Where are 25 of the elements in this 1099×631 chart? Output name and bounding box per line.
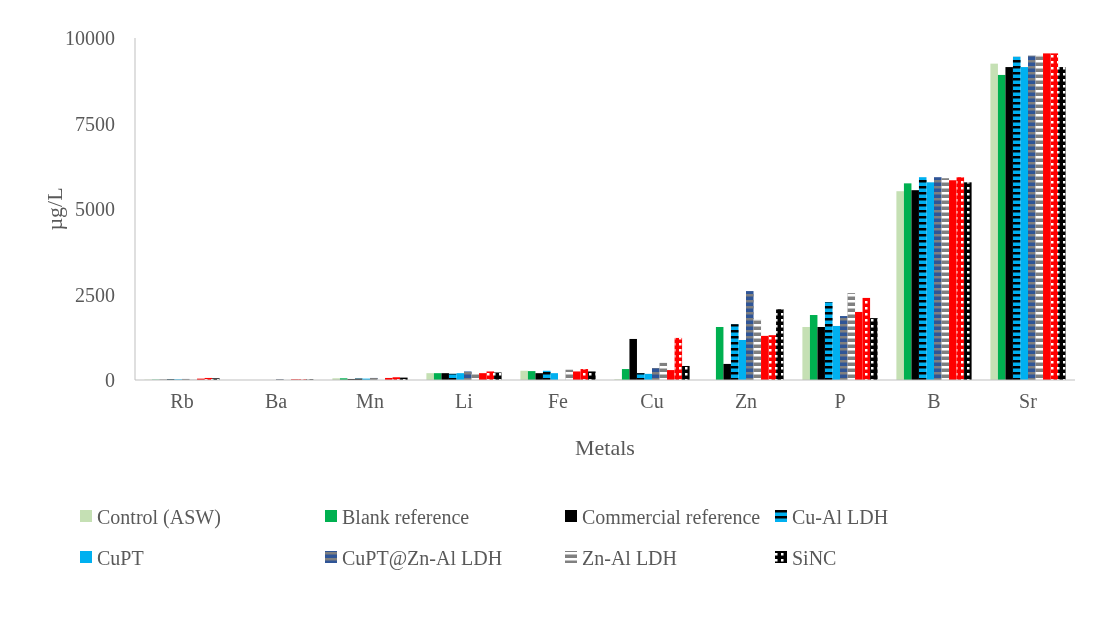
legend-label: CuPT [97, 547, 144, 569]
x-tick-label: Ba [264, 390, 288, 412]
x-tick-label: Rb [170, 390, 194, 412]
legend-label: Blank reference [342, 506, 470, 528]
y-tick-label: 10000 [65, 27, 115, 49]
x-tick-label: Mn [356, 390, 384, 412]
x-tick-label: P [834, 390, 846, 412]
y-axis-title: µg/L [42, 187, 67, 231]
y-tick-label: 0 [105, 369, 115, 391]
legend-label: Commercial reference [582, 506, 761, 528]
y-tick-label: 2500 [75, 283, 115, 306]
legend-label: SiNC [792, 547, 837, 569]
x-tick-label: Fe [548, 390, 569, 412]
x-tick-label: Zn [734, 390, 758, 412]
x-axis-title: Metals [575, 435, 635, 460]
legend-label: CuPT@Zn-Al LDH [342, 547, 503, 570]
legend-label: Control (ASW) [97, 506, 221, 529]
x-tick-label: Sr [1019, 390, 1038, 412]
y-tick-label: 5000 [75, 198, 115, 220]
legend-label: Zn-Al LDH [582, 547, 677, 569]
legend-label: Cu-Al LDH [792, 506, 889, 528]
x-tick-label: B [927, 390, 941, 412]
x-tick-label: Li [455, 390, 474, 412]
y-tick-label: 7500 [75, 112, 115, 135]
x-tick-label: Cu [640, 390, 664, 412]
